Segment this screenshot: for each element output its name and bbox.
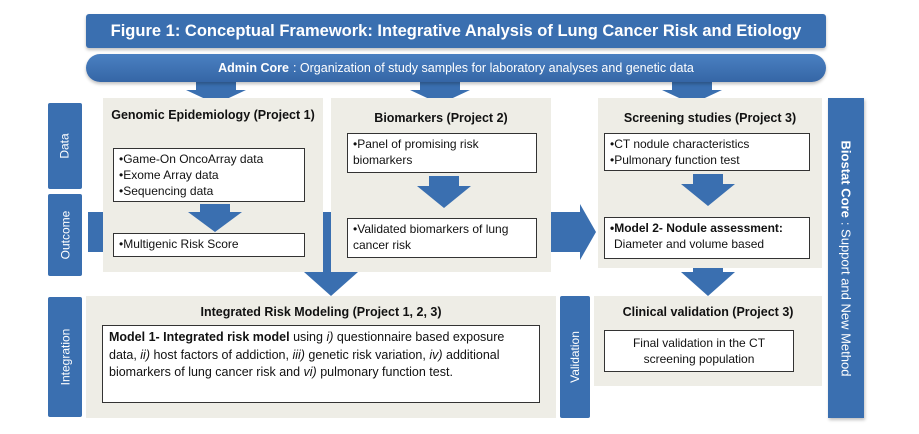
integration-text-6: pulmonary function test.: [316, 365, 453, 379]
project1-outcome-text: •Multigenic Risk Score: [119, 237, 239, 251]
project3-outcome-title: •Model 2- Nodule assessment:: [610, 221, 783, 235]
list-item: •Sequencing data: [119, 184, 214, 199]
integration-italic-1: i): [326, 330, 334, 344]
integration-italic-4: iv): [429, 347, 443, 362]
integration-italic-5: vi): [303, 365, 317, 379]
biostat-core-bar: Biostat Core : Support and New Method: [828, 98, 864, 418]
admin-core-label: Admin Core: [218, 61, 289, 75]
integration-text-3: host factors of addiction,: [150, 347, 293, 362]
row-label-data: Data: [48, 103, 82, 189]
project2-outcome-text: •Validated biomarkers of lung cancer ris…: [353, 222, 509, 253]
list-item: •CT nodule characteristics: [610, 137, 750, 151]
admin-core-text: : Organization of study samples for labo…: [292, 61, 694, 75]
row-label-validation: Validation: [560, 296, 590, 418]
biostat-core-label: Biostat Core: [838, 140, 854, 218]
admin-core-banner: Admin Core: Organization of study sample…: [86, 54, 826, 82]
arrow-to-validation: [681, 262, 735, 296]
project1-data-box: •Game-On OncoArray data •Exome Array dat…: [113, 148, 305, 202]
list-item: •Game-On OncoArray data: [119, 152, 264, 166]
project3-data-box: •CT nodule characteristics •Pulmonary fu…: [604, 133, 810, 171]
project3-title-text: Screening studies (Project 3): [623, 111, 797, 125]
integration-italic-3: iii): [292, 347, 305, 362]
arrow-admin-to-project1: [186, 82, 246, 104]
arrow-admin-to-project2: [410, 82, 470, 104]
integration-text-2: questionnaire based exposure data,: [109, 330, 505, 362]
project2-data-box: •Panel of promising risk biomarkers: [347, 133, 537, 173]
row-label-validation-text: Validation: [568, 331, 583, 383]
integration-model-box: Model 1- Integrated risk model using i) …: [102, 325, 540, 403]
project2-data-text: •Panel of promising risk biomarkers: [353, 137, 479, 168]
project2-title-text: Biomarkers (Project 2): [374, 111, 508, 125]
integration-italic-2: ii): [140, 347, 150, 362]
arrow-admin-to-project3: [662, 82, 722, 104]
integration-model-title: Model 1- Integrated risk model: [109, 330, 290, 344]
project3-title: Screening studies (Project 3): [598, 111, 822, 126]
integration-text-1: using: [289, 330, 327, 344]
row-label-integration: Integration: [48, 297, 82, 417]
list-item: •Pulmonary function test: [610, 153, 740, 168]
integration-text-4: genetic risk variation,: [304, 347, 430, 362]
integration-title-text: Integrated Risk Modeling (Project 1, 2, …: [200, 305, 442, 319]
project1-title-text: Genomic Epidemiology (Project 1): [111, 108, 315, 122]
project1-outcome-box: •Multigenic Risk Score: [113, 233, 305, 257]
project1-title: Genomic Epidemiology (Project 1): [103, 108, 323, 123]
list-item: •Exome Array data: [119, 168, 219, 183]
biostat-core-text: : Support and New Method: [838, 221, 854, 376]
figure-title-text: Figure 1: Conceptual Framework: Integrat…: [110, 21, 802, 40]
figure-title: Figure 1: Conceptual Framework: Integrat…: [86, 14, 826, 48]
validation-title-text: Clinical validation (Project 3): [622, 305, 794, 319]
project2-title: Biomarkers (Project 2): [331, 111, 551, 126]
project3-outcome-box: •Model 2- Nodule assessment: Diameter an…: [604, 217, 810, 259]
row-label-outcome: Outcome: [48, 194, 82, 276]
validation-box: Final validation in the CT screening pop…: [604, 330, 794, 372]
validation-text: Final validation in the CT screening pop…: [632, 336, 766, 367]
validation-title: Clinical validation (Project 3): [594, 305, 822, 320]
integration-title: Integrated Risk Modeling (Project 1, 2, …: [86, 305, 556, 320]
integration-text-5: additional biomarkers of lung cancer ris…: [109, 347, 500, 380]
project3-outcome-text: Diameter and volume based: [614, 237, 765, 252]
project2-outcome-box: •Validated biomarkers of lung cancer ris…: [347, 218, 537, 258]
